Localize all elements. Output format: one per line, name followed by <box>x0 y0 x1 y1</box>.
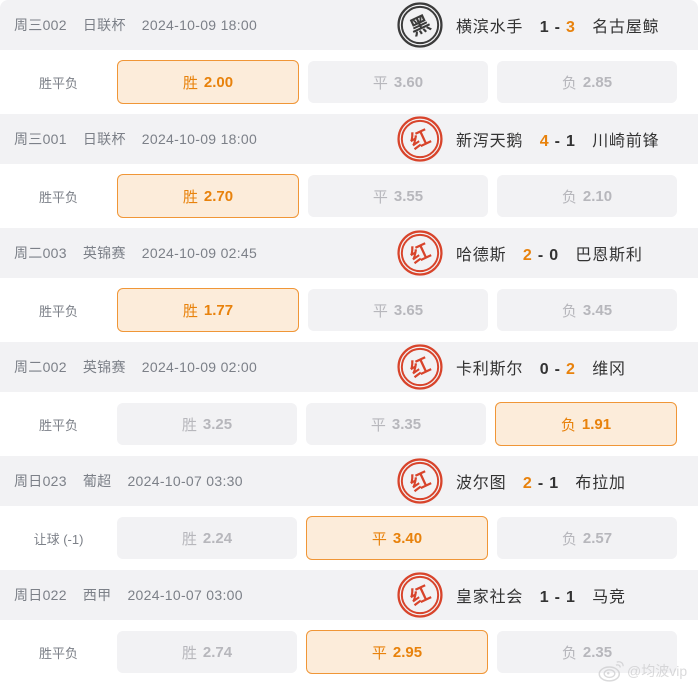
svg-text:红: 红 <box>407 467 435 496</box>
svg-text:黑: 黑 <box>407 12 434 40</box>
svg-text:红: 红 <box>407 239 435 268</box>
svg-text:红: 红 <box>407 581 435 610</box>
svg-text:红: 红 <box>407 353 435 382</box>
svg-text:红: 红 <box>407 125 435 154</box>
